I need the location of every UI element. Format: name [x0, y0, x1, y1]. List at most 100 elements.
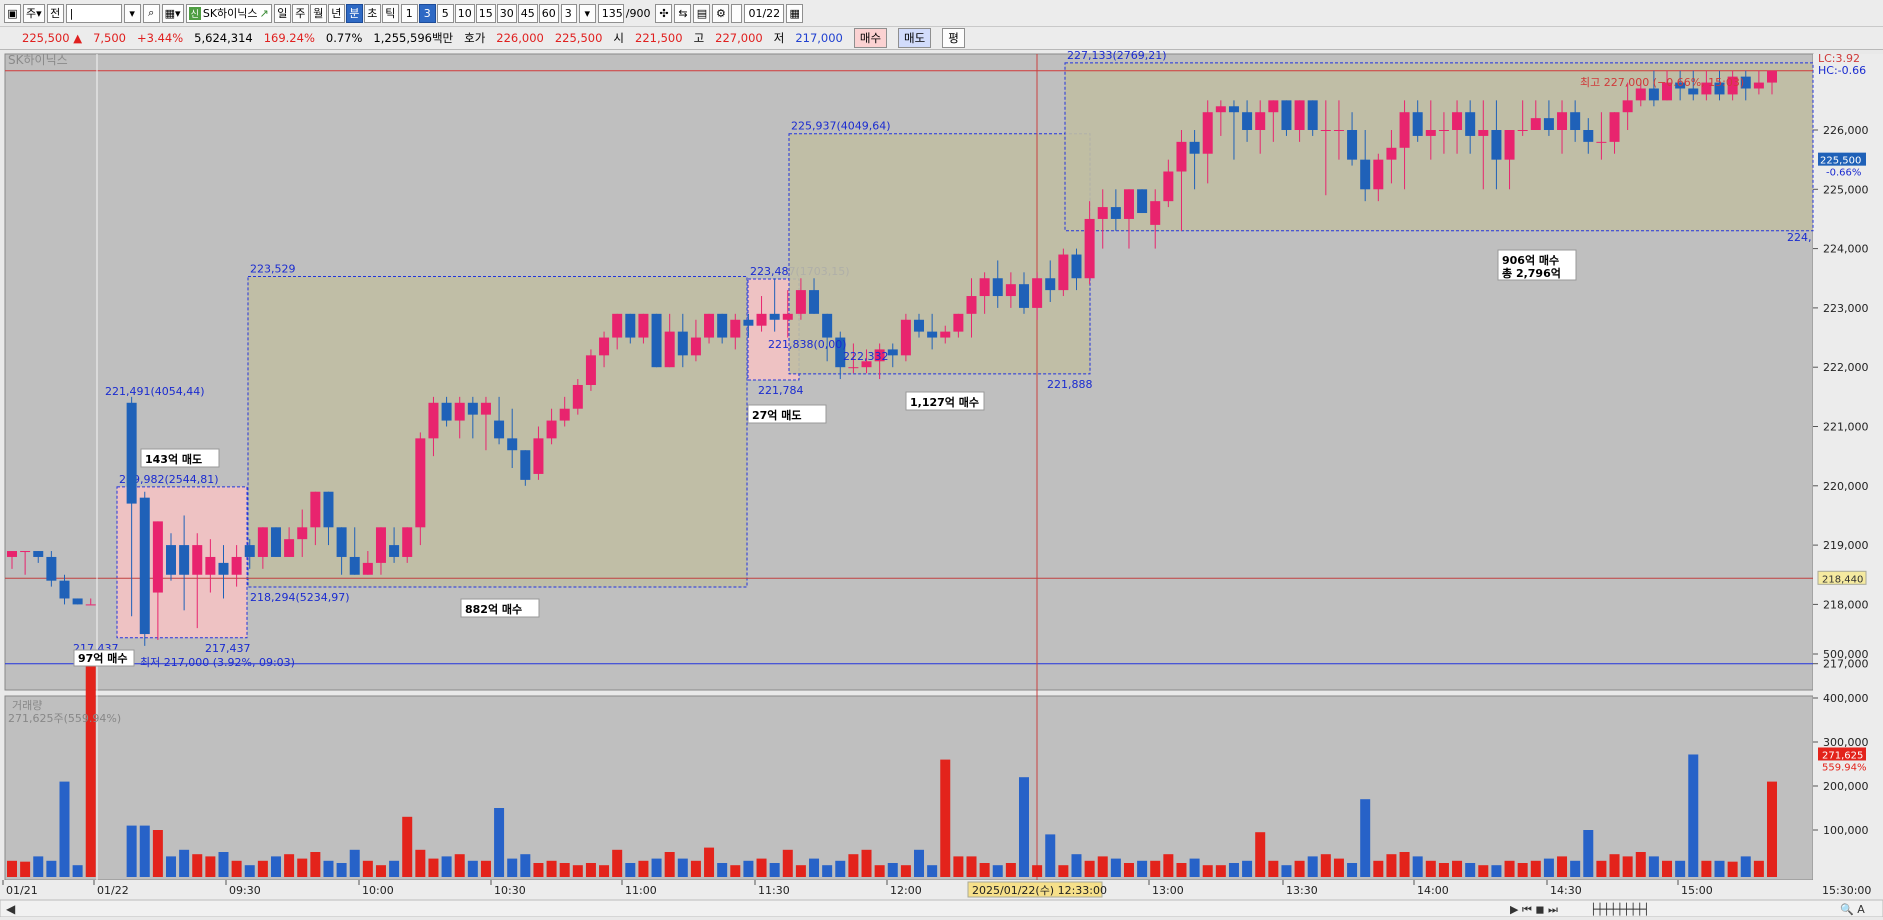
layout-icon[interactable]: ▣ — [4, 3, 21, 23]
volume-bar — [717, 863, 728, 877]
stock-name-field[interactable]: 신 SK하이닉스 ↗ — [185, 3, 272, 23]
volume-bar — [85, 649, 96, 877]
save-icon[interactable]: ▤ — [693, 3, 711, 23]
volume-bar — [1399, 852, 1410, 877]
period-주-button[interactable]: 주 — [291, 3, 309, 23]
candle-body — [1005, 284, 1016, 297]
volume-bar — [244, 865, 255, 877]
volume-bar — [310, 852, 321, 877]
candle-body — [7, 551, 17, 557]
interval-input[interactable]: 3 — [560, 3, 577, 23]
volume-bar — [1635, 852, 1646, 877]
candlestick-chart[interactable]: 226,000 225,000 224,000 223,000 222,000 221,0… — [0, 49, 1883, 918]
interval-dropdown[interactable]: ▾ — [578, 3, 596, 23]
sell-button[interactable]: 매도 — [898, 28, 932, 48]
box-note-bg — [460, 598, 540, 618]
volume-bar — [166, 856, 177, 877]
volume-bar — [1360, 799, 1371, 877]
volume: 5,624,314 — [194, 31, 253, 45]
candle-body — [651, 313, 662, 368]
avg-button[interactable]: 평 — [942, 28, 965, 48]
volume-bar — [900, 865, 911, 877]
market-select[interactable]: 주 ▾ — [23, 3, 45, 23]
time-tick-label: 12:00 — [890, 884, 922, 897]
count-input[interactable]: 135 — [597, 3, 624, 23]
search-icon[interactable]: ⌕ — [142, 3, 160, 23]
period-분-button[interactable]: 분 — [345, 3, 363, 23]
candle-body — [1307, 100, 1318, 130]
time-tick-label: 13:00 — [1152, 884, 1184, 897]
candle-body — [533, 438, 544, 474]
volume-bar — [769, 863, 780, 877]
interval-45-button[interactable]: 45 — [517, 3, 538, 23]
period-틱-button[interactable]: 틱 — [381, 3, 399, 23]
gear-icon[interactable]: ⚙ — [712, 3, 730, 23]
interval-15-button[interactable]: 15 — [475, 3, 496, 23]
open-price: 221,500 — [635, 31, 683, 45]
high-label: 고 — [693, 31, 705, 45]
price-tick-label: 220,000 — [1823, 480, 1869, 493]
price-label: 221,491(4054,44) — [105, 385, 205, 398]
code-dropdown-button[interactable]: ▾ — [123, 3, 141, 23]
candle-body — [126, 402, 137, 504]
volume-bar — [362, 860, 373, 877]
calendar-icon[interactable]: ▦ — [786, 3, 804, 23]
hc-label: HC:-0.66 — [1818, 64, 1866, 77]
period-일-button[interactable]: 일 — [273, 3, 291, 23]
candle-body — [1504, 130, 1515, 160]
buy-button[interactable]: 매수 — [853, 28, 888, 48]
candle-body — [638, 313, 649, 338]
volume-rate-tag: 559.94% — [1822, 762, 1867, 773]
volume-bar — [1570, 860, 1581, 877]
interval-5-button[interactable]: 5 — [436, 3, 454, 23]
date-input[interactable]: 01/22 — [744, 3, 785, 23]
interval-1-button[interactable]: 1 — [400, 3, 418, 23]
candle-body — [520, 450, 531, 480]
crosshair-icon[interactable]: ✣ — [655, 3, 673, 23]
volume-bar — [1333, 858, 1344, 877]
interval-30-button[interactable]: 30 — [496, 3, 517, 23]
candle-body — [1228, 106, 1239, 113]
volume-bar — [914, 849, 925, 877]
candle-body — [454, 402, 465, 421]
scale-icon[interactable]: ⇆ — [674, 3, 692, 23]
interval-3-button[interactable]: 3 — [418, 3, 436, 23]
candle-body — [139, 497, 150, 635]
volume-bar — [1163, 854, 1174, 877]
candle-body — [835, 337, 846, 368]
volume-bar — [861, 849, 872, 877]
candle-body — [1281, 100, 1292, 130]
candle-body — [874, 349, 885, 362]
grid-icon[interactable]: ▦▾ — [161, 3, 184, 23]
volume-bar — [72, 865, 83, 877]
period-초-button[interactable]: 초 — [363, 3, 381, 23]
volume-bar — [572, 865, 583, 877]
volume-bar — [33, 856, 44, 877]
volume-bar — [848, 854, 859, 877]
candle-body — [297, 527, 308, 540]
period-년-button[interactable]: 년 — [327, 3, 345, 23]
interval-button-group: 1 3 5 10 15 30 45 60 — [400, 3, 559, 23]
candle-body — [559, 408, 570, 421]
period-월-button[interactable]: 월 — [309, 3, 327, 23]
interval-60-button[interactable]: 60 — [538, 3, 559, 23]
volume-bar — [59, 781, 70, 877]
candle-body — [1412, 112, 1423, 136]
chart-area[interactable]: 226,000 225,000 224,000 223,000 222,000 221,0… — [0, 49, 1883, 918]
interval-10-button[interactable]: 10 — [454, 3, 475, 23]
market2-select[interactable]: 전 — [46, 3, 64, 23]
current-price-tag: 225,500 — [1820, 156, 1861, 167]
candle-body — [85, 604, 96, 606]
candle-body — [166, 545, 177, 575]
volume-bar — [1058, 865, 1069, 877]
candle-body — [992, 278, 1003, 297]
candle-body — [1032, 278, 1043, 308]
note-box — [73, 649, 135, 667]
volume-bar — [375, 865, 386, 877]
volume-bar — [323, 860, 334, 877]
date-checkbox[interactable] — [731, 3, 743, 23]
time-tick-label: 11:30 — [758, 884, 790, 897]
code-input[interactable]: | — [65, 3, 122, 23]
volume-tick-label: 100,000 — [1823, 824, 1869, 837]
candle-body — [1727, 76, 1738, 95]
